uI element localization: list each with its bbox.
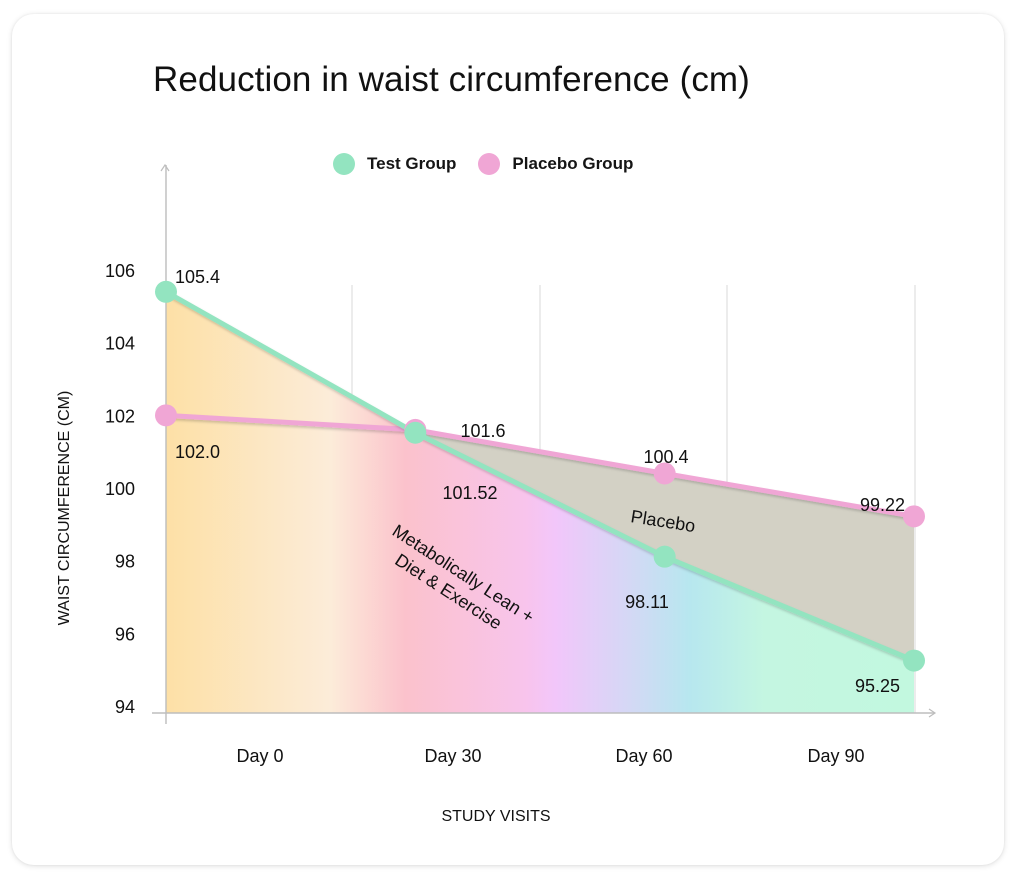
data-label-placebo-group-3: 99.22 [860,495,905,515]
series-line-test-group [164,289,915,663]
y-tick-label-104: 104 [105,334,135,354]
data-label-test-group-0: 105.4 [175,267,220,287]
tick-labels: 94 96 98 100 102 104 106 Day 0 Day 30 Day 60 Day 9… [56,261,865,825]
point-test-group-3 [903,649,925,672]
x-tick-label-2: Day 60 [615,746,672,766]
y-axis-arrow-icon [160,163,170,172]
y-axis-title: WAIST CIRCUMFERENCE (CM) [56,391,73,626]
x-axis-arrow-icon [928,708,937,718]
y-tick-label-106: 106 [105,261,135,281]
area-placebo-gap [409,429,914,661]
chart-title: Reduction in waist circumference (cm) [153,60,750,99]
data-label-placebo-group-1: 101.6 [460,421,505,441]
point-test-group-1 [404,421,427,444]
point-placebo-group-0 [155,404,177,427]
series-points [155,280,925,672]
y-tick-label-96: 96 [115,624,135,644]
point-placebo-group-3 [903,505,925,528]
legend-label-placebo-group: Placebo Group [512,154,634,173]
data-label-test-group-1: 101.52 [442,483,497,503]
point-test-group-0 [155,280,177,303]
legend-label-test-group: Test Group [367,154,457,173]
area-test-group [166,291,914,713]
legend-marker-placebo-group [478,153,501,175]
data-label-placebo-group-0: 102.0 [175,442,220,462]
legend-item-placebo-group: Placebo Group [478,153,633,175]
y-tick-label-98: 98 [115,552,135,572]
point-placebo-group-2 [653,462,676,485]
axes [152,163,937,724]
data-labels: 105.4 101.52 98.11 95.25 102.0 101.6 100.4 99.2… [175,267,905,696]
x-axis-title: STUDY VISITS [441,808,550,825]
x-tick-label-1: Day 30 [424,746,481,766]
point-test-group-2 [653,545,676,568]
y-tick-label-102: 102 [105,406,135,426]
x-tick-label-3: Day 90 [807,746,864,766]
y-tick-label-94: 94 [115,697,135,717]
data-label-test-group-3: 95.25 [855,676,900,696]
series-line-placebo-group [165,412,915,519]
data-label-placebo-group-2: 100.4 [643,447,688,467]
y-tick-label-100: 100 [105,479,135,499]
data-label-test-group-2: 98.11 [625,592,669,612]
legend-item-test-group: Test Group [333,153,456,175]
series-lines [164,289,915,663]
area-fills [166,291,914,713]
x-tick-label-0: Day 0 [236,746,283,766]
chart-legend: Test Group Placebo Group [333,153,655,175]
legend-marker-test-group [333,153,355,175]
